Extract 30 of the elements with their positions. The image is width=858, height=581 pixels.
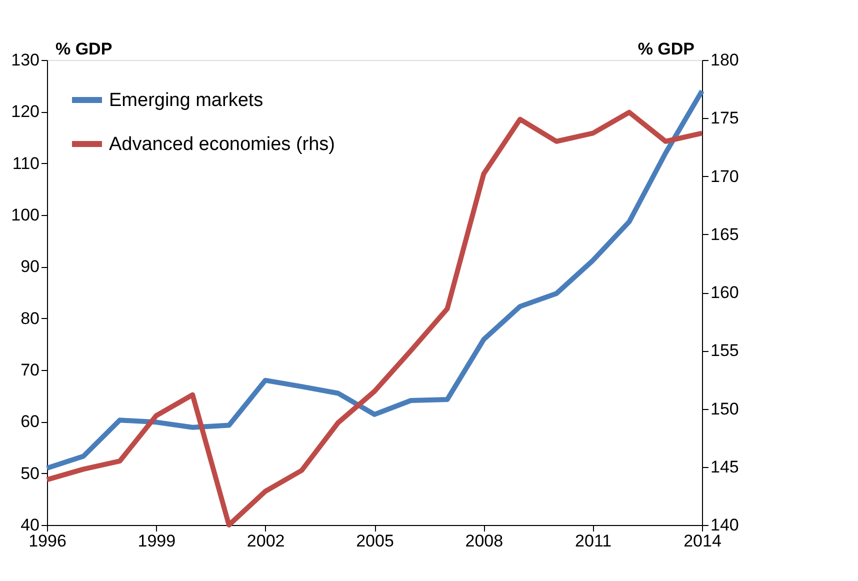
legend-label: Advanced economies (rhs) [109, 134, 335, 155]
y2-tick-label: 175 [710, 108, 739, 128]
y-tick-label: 70 [20, 360, 40, 380]
y-tick-label: 40 [20, 516, 40, 534]
y2-tick-label: 180 [710, 50, 739, 70]
y2-tick-label: 160 [710, 283, 739, 302]
x-tick-label: 1996 [28, 532, 66, 550]
y-tick-label: 120 [11, 102, 40, 122]
y-tick-label: 130 [11, 50, 40, 70]
y-tick-label: 60 [20, 412, 40, 432]
y2-tick-label: 165 [710, 224, 739, 244]
x-tick-label: 2008 [465, 532, 504, 550]
y-tick-label: 100 [11, 206, 40, 224]
x-tick-label: 2011 [575, 532, 612, 550]
y2-tick-label: 150 [710, 399, 739, 418]
x-tick-label: 2005 [356, 532, 394, 550]
x-tick-label: 2002 [246, 532, 285, 550]
y2-tick-label: 145 [710, 457, 739, 476]
x-tick-label: 1999 [138, 532, 176, 550]
y-tick-label: 80 [20, 308, 40, 328]
y-tick-label: 90 [20, 257, 40, 276]
y2-tick-label: 155 [710, 341, 739, 360]
x-tick-label: 2014 [684, 532, 722, 550]
y2-tick-label: 140 [710, 516, 739, 534]
legend-label: Emerging markets [109, 90, 264, 111]
y-axis-title: % GDP [56, 40, 112, 58]
y-tick-label: 50 [20, 464, 40, 483]
y2-tick-label: 170 [710, 166, 739, 186]
y-tick-label: 110 [12, 154, 40, 173]
y2-axis-title: % GDP [638, 40, 694, 58]
